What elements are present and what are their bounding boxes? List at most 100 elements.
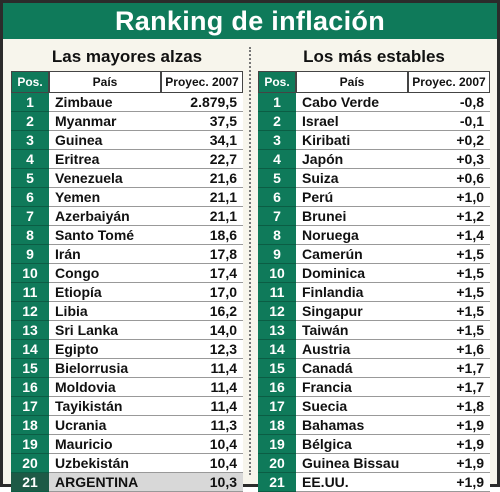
row-pos: 7 — [11, 207, 49, 226]
row-pos: 18 — [258, 416, 296, 435]
row-country: Moldovia — [49, 378, 161, 397]
table-mas-estables: Pos. País Proyec. 2007 1 Cabo Verde -0,8 2 I… — [258, 71, 490, 492]
table-row: 1 Cabo Verde -0,8 — [258, 93, 490, 112]
row-pos: 12 — [11, 302, 49, 321]
row-pos: 20 — [11, 454, 49, 473]
row-country: Eritrea — [49, 150, 161, 169]
row-country: Guinea Bissau — [296, 454, 408, 473]
row-pos: 19 — [258, 435, 296, 454]
row-country: Bahamas — [296, 416, 408, 435]
table-row: 9 Camerún +1,5 — [258, 245, 490, 264]
row-value: +1,4 — [408, 226, 490, 245]
row-value: 17,8 — [161, 245, 243, 264]
row-value: 12,3 — [161, 340, 243, 359]
row-country: Etiopía — [49, 283, 161, 302]
row-country: Israel — [296, 112, 408, 131]
table-row: 18 Bahamas +1,9 — [258, 416, 490, 435]
table-row: 12 Singapur +1,5 — [258, 302, 490, 321]
row-country: Mauricio — [49, 435, 161, 454]
row-value: 22,7 — [161, 150, 243, 169]
header-proyeccion: Proyec. 2007 — [161, 71, 243, 93]
row-pos: 4 — [258, 150, 296, 169]
table-row: 14 Austria +1,6 — [258, 340, 490, 359]
row-pos: 20 — [258, 454, 296, 473]
table-row: 13 Sri Lanka 14,0 — [11, 321, 243, 340]
row-value: 14,0 — [161, 321, 243, 340]
row-value: +1,5 — [408, 283, 490, 302]
row-country: Irán — [49, 245, 161, 264]
row-pos: 15 — [258, 359, 296, 378]
row-pos: 16 — [258, 378, 296, 397]
table-row: 4 Japón +0,3 — [258, 150, 490, 169]
row-country: Congo — [49, 264, 161, 283]
table-row: 11 Etiopía 17,0 — [11, 283, 243, 302]
row-value: 11,4 — [161, 397, 243, 416]
row-pos: 2 — [258, 112, 296, 131]
row-value: 17,4 — [161, 264, 243, 283]
row-country: Perú — [296, 188, 408, 207]
row-pos: 10 — [258, 264, 296, 283]
table-row: 13 Taiwán +1,5 — [258, 321, 490, 340]
row-pos: 11 — [258, 283, 296, 302]
table-row: 2 Myanmar 37,5 — [11, 112, 243, 131]
row-country: Francia — [296, 378, 408, 397]
table-row: 5 Suiza +0,6 — [258, 169, 490, 188]
header-pos: Pos. — [258, 71, 296, 93]
table-row: 6 Yemen 21,1 — [11, 188, 243, 207]
row-value: +1,5 — [408, 245, 490, 264]
row-value: +0,6 — [408, 169, 490, 188]
row-pos: 8 — [258, 226, 296, 245]
row-value: +1,9 — [408, 473, 490, 492]
table-row: 8 Santo Tomé 18,6 — [11, 226, 243, 245]
row-value: 17,0 — [161, 283, 243, 302]
row-value: +1,7 — [408, 359, 490, 378]
table-row: 12 Libia 16,2 — [11, 302, 243, 321]
table-row: 19 Bélgica +1,9 — [258, 435, 490, 454]
row-country: Azerbaiyán — [49, 207, 161, 226]
row-country: Santo Tomé — [49, 226, 161, 245]
row-value: 11,4 — [161, 359, 243, 378]
row-value: 10,4 — [161, 454, 243, 473]
table-row: 15 Bielorrusia 11,4 — [11, 359, 243, 378]
table-row: 1 Zimbaue 2.879,5 — [11, 93, 243, 112]
row-country: Zimbaue — [49, 93, 161, 112]
table-row: 10 Dominica +1,5 — [258, 264, 490, 283]
row-value: +1,2 — [408, 207, 490, 226]
row-country: Noruega — [296, 226, 408, 245]
row-pos: 18 — [11, 416, 49, 435]
table-row: 18 Ucrania 11,3 — [11, 416, 243, 435]
row-value: 16,2 — [161, 302, 243, 321]
row-country: Canadá — [296, 359, 408, 378]
row-pos: 10 — [11, 264, 49, 283]
table-row: 2 Israel -0,1 — [258, 112, 490, 131]
header-pos: Pos. — [11, 71, 49, 93]
row-country: ARGENTINA — [49, 473, 161, 492]
row-value: +1,8 — [408, 397, 490, 416]
row-pos: 13 — [258, 321, 296, 340]
row-value: 11,4 — [161, 378, 243, 397]
table-row: 20 Guinea Bissau +1,9 — [258, 454, 490, 473]
table-row: 11 Finlandia +1,5 — [258, 283, 490, 302]
table-row: 14 Egipto 12,3 — [11, 340, 243, 359]
row-value: +1,5 — [408, 264, 490, 283]
row-pos: 8 — [11, 226, 49, 245]
row-value: 21,6 — [161, 169, 243, 188]
row-value: +1,9 — [408, 416, 490, 435]
table-row: 3 Kiribati +0,2 — [258, 131, 490, 150]
table-row: 15 Canadá +1,7 — [258, 359, 490, 378]
row-value: +1,5 — [408, 302, 490, 321]
row-pos: 7 — [258, 207, 296, 226]
row-country: Finlandia — [296, 283, 408, 302]
panel-heading-mas-estables: Los más estables — [303, 47, 445, 66]
row-country: Camerún — [296, 245, 408, 264]
row-pos: 15 — [11, 359, 49, 378]
row-pos: 6 — [11, 188, 49, 207]
row-country: Libia — [49, 302, 161, 321]
row-value: +1,6 — [408, 340, 490, 359]
row-value: +0,2 — [408, 131, 490, 150]
table-row: 9 Irán 17,8 — [11, 245, 243, 264]
row-country: Bielorrusia — [49, 359, 161, 378]
table-row: 6 Perú +1,0 — [258, 188, 490, 207]
table-row: 4 Eritrea 22,7 — [11, 150, 243, 169]
row-pos: 3 — [11, 131, 49, 150]
